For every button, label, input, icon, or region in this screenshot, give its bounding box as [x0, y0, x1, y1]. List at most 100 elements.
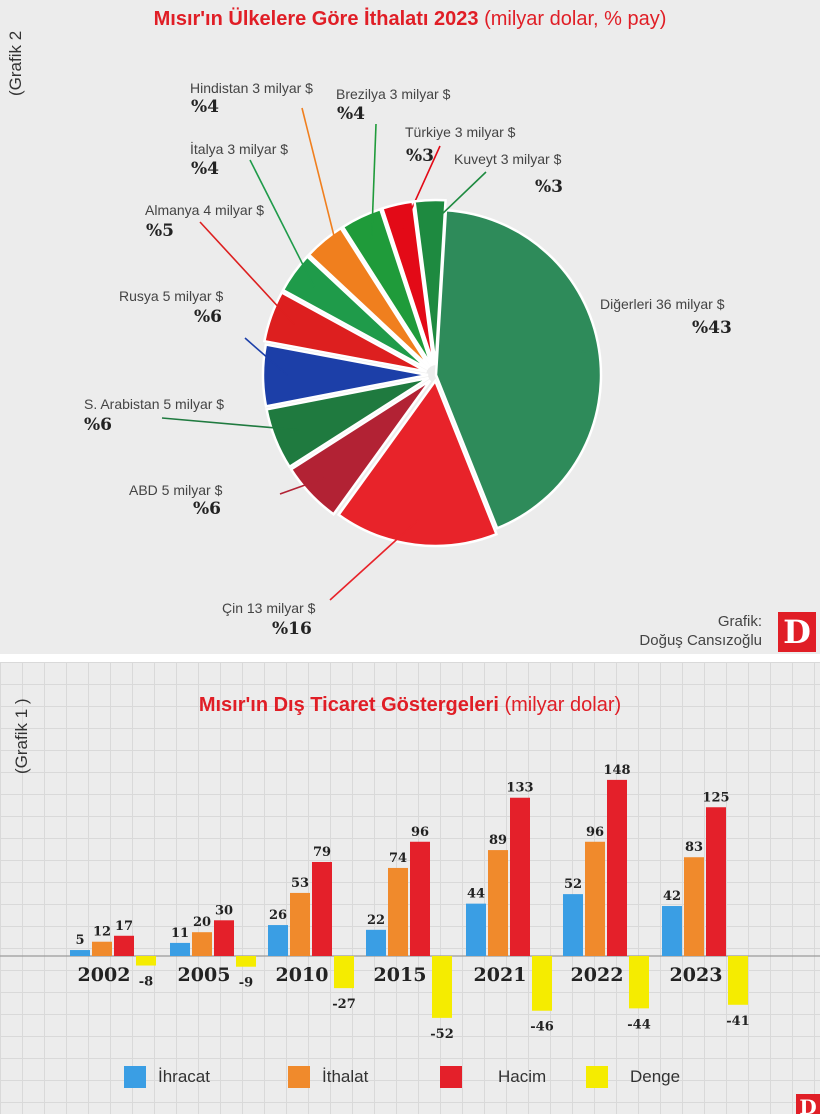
bar-value-label: -8	[139, 975, 153, 990]
bar-ihracat-2021	[466, 903, 486, 956]
bar-value-label: 89	[489, 833, 507, 848]
pie-label-kuveyt: Kuveyt 3 milyar $	[454, 151, 562, 167]
pie-slice-abd	[289, 379, 432, 517]
bar-value-label: -44	[627, 1017, 651, 1032]
pie-leader-kuveyt	[430, 171, 487, 226]
bar-value-label: 30	[215, 903, 233, 918]
pie-slice-i-talya	[281, 254, 429, 371]
pie-leader-rusya	[244, 337, 289, 377]
bar-denge-2023	[728, 956, 748, 1005]
pie-pct-abd: %6	[193, 499, 221, 519]
pie-leader-i-talya	[249, 159, 315, 288]
pie-leader-s-arabistan	[161, 417, 299, 431]
bar-value-label: 20	[193, 915, 211, 930]
bar-hacim-2010	[312, 861, 332, 956]
pie-pct-hindistan: %4	[191, 97, 219, 117]
pie-label-brezilya: Brezilya 3 milyar $	[336, 86, 451, 102]
bar-value-label: 52	[564, 877, 582, 892]
pie-chart-title: Mısır'ın Ülkelere Göre İthalatı 2023 (mi…	[153, 8, 667, 30]
brand-logo-small: D	[796, 1094, 820, 1114]
bar-value-label: 12	[93, 925, 111, 940]
pie-slice-çin	[336, 378, 499, 548]
pie-pct-digerleri: %43	[692, 318, 732, 338]
pie-label-cin: Çin 13 milyar $	[222, 600, 316, 616]
pie-leader-abd	[279, 476, 329, 495]
bar-denge-2021	[532, 956, 552, 1011]
pie-slice-s-arabistan	[265, 376, 430, 469]
pie-label-hindistan: Hindistan 3 milyar $	[190, 80, 313, 96]
pie-label-turkiye: Türkiye 3 milyar $	[405, 124, 516, 140]
pie-label-abd: ABD 5 milyar $	[129, 482, 223, 498]
category-label-2010: 2010	[276, 964, 329, 986]
bar-value-label: 74	[389, 851, 407, 866]
bar-value-label: 96	[411, 825, 429, 840]
bar-ithalat-2005	[192, 932, 212, 956]
pie-pct-rusya: %6	[194, 307, 222, 327]
pie-pct-kuveyt: %3	[535, 177, 563, 197]
bar-denge-2005	[236, 956, 256, 967]
category-label-2022: 2022	[571, 964, 624, 986]
legend-denge: Denge	[586, 1066, 680, 1088]
pie-slice-diğerleri	[434, 208, 603, 530]
bar-value-label: 79	[313, 845, 331, 860]
bar-value-label: -46	[530, 1020, 554, 1035]
pie-pct-almanya: %5	[146, 221, 174, 241]
pie-slice-almanya	[262, 290, 428, 373]
bar-value-label: -9	[239, 976, 253, 991]
pie-slice-rusya	[261, 343, 429, 408]
bar-chart-panel: (Grafik 1 ) Mısır'ın Dış Ticaret Gösterg…	[0, 662, 820, 1114]
bar-denge-2002	[136, 956, 156, 966]
pie-leader-almanya	[199, 221, 296, 326]
bar-value-label: 26	[269, 908, 287, 923]
legend-label-ihracat: İhracat	[158, 1067, 210, 1086]
bar-ihracat-2002	[70, 950, 90, 956]
brand-logo: D	[778, 612, 816, 652]
bar-hacim-2023	[706, 807, 726, 956]
bar-denge-2010	[334, 956, 354, 989]
pie-leader-çin	[329, 519, 419, 601]
legend-hacim: Hacim	[440, 1066, 546, 1088]
bar-ithalat-2021	[488, 850, 508, 956]
bar-ithalat-2015	[388, 867, 408, 956]
bar-hacim-2002	[114, 935, 134, 956]
pie-label-almanya: Almanya 4 milyar $	[145, 202, 265, 218]
pie-pct-italya: %4	[191, 159, 219, 179]
pie-slice-hindistan	[307, 226, 431, 369]
pie-chart	[161, 107, 603, 601]
bar-value-label: 83	[685, 840, 703, 855]
pie-label-s-arabistan: S. Arabistan 5 milyar $	[84, 396, 225, 412]
bar-value-label: 44	[467, 887, 485, 902]
pie-slice-brezilya	[341, 207, 433, 367]
pie-pct-turkiye: %3	[406, 146, 434, 166]
bar-value-label: 148	[603, 763, 630, 778]
legend-ihracat: İhracat	[124, 1066, 210, 1088]
legend-label-hacim: Hacim	[498, 1067, 547, 1086]
legend-ithalat: İthalat	[288, 1066, 368, 1088]
bar-value-label: -27	[332, 997, 356, 1012]
bar-ithalat-2010	[290, 892, 310, 956]
legend-swatch-ihracat	[124, 1066, 146, 1088]
pie-credit: Grafik: Doğuş Cansızoğlu	[639, 612, 762, 650]
bar-denge-2022	[629, 956, 649, 1009]
credit-line-1: Grafik:	[717, 613, 762, 630]
legend-swatch-ithalat	[288, 1066, 310, 1088]
bar-ihracat-2022	[563, 894, 583, 956]
bar-value-label: 96	[586, 825, 604, 840]
bar-hacim-2021	[510, 797, 530, 956]
category-label-2002: 2002	[78, 964, 131, 986]
category-label-2023: 2023	[670, 964, 723, 986]
bar-ihracat-2005	[170, 942, 190, 956]
pie-slice-türkiye	[380, 200, 436, 366]
category-label-2005: 2005	[178, 964, 231, 986]
bar-ihracat-2015	[366, 929, 386, 956]
bar-value-label: 22	[367, 913, 385, 928]
pie-leader-türkiye	[402, 145, 441, 229]
credit-line-2: Doğuş Cansızoğlu	[639, 632, 762, 649]
bar-ithalat-2023	[684, 857, 704, 956]
bar-value-label: 17	[115, 919, 133, 934]
legend-label-ithalat: İthalat	[322, 1067, 369, 1086]
bar-ithalat-2002	[92, 941, 112, 956]
category-label-2015: 2015	[374, 964, 427, 986]
bar-value-label: 133	[506, 781, 533, 796]
